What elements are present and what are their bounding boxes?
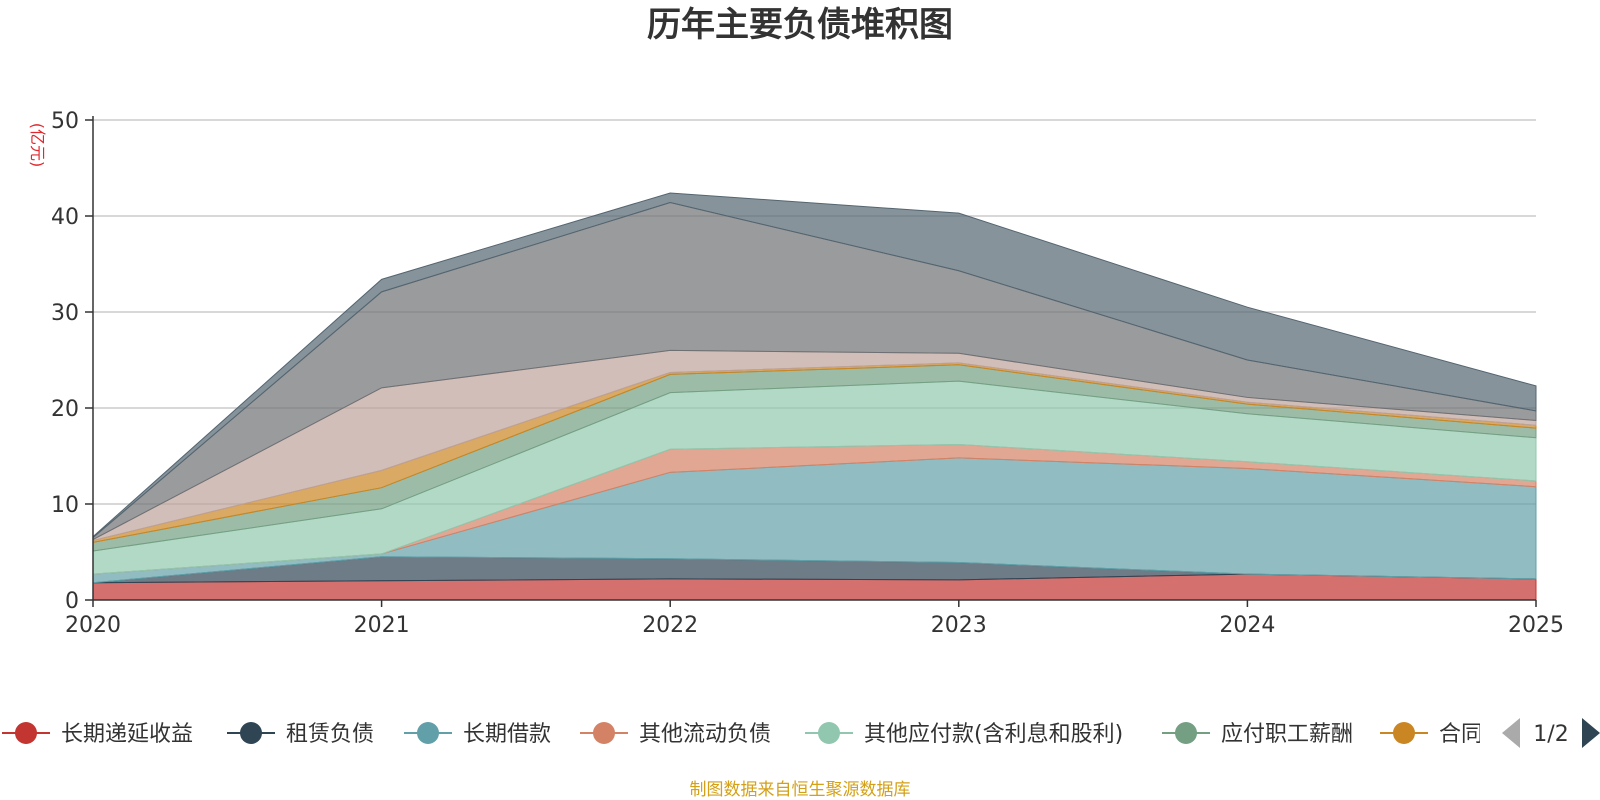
y-tick-label: 0 bbox=[65, 589, 79, 614]
legend-label: 长期递延收益 bbox=[61, 722, 193, 747]
y-tick-label: 10 bbox=[51, 493, 79, 518]
data-source-note: 制图数据来自恒生聚源数据库 bbox=[690, 780, 911, 800]
legend-item[interactable]: 租赁负债 bbox=[227, 722, 374, 747]
legend[interactable]: 长期递延收益 租赁负债 长期借款 其他流动负债 其他应付款(含利息和股利) 应付职工薪酬 合… bbox=[2, 722, 1527, 747]
y-axis-unit-label: (亿元) bbox=[28, 123, 47, 168]
x-tick-label: 2021 bbox=[354, 613, 410, 638]
legend-page-indicator: 1/2 bbox=[1533, 722, 1568, 747]
y-tick-label: 30 bbox=[51, 301, 79, 326]
x-tick-label: 2020 bbox=[65, 613, 121, 638]
legend-marker-icon bbox=[417, 722, 439, 744]
legend-pager[interactable]: 1/2 bbox=[1502, 718, 1600, 748]
x-tick-label: 2025 bbox=[1508, 613, 1564, 638]
x-tick-label: 2023 bbox=[931, 613, 987, 638]
legend-prev-page-icon[interactable] bbox=[1502, 718, 1520, 748]
y-tick-label: 40 bbox=[51, 205, 79, 230]
legend-marker-icon bbox=[240, 722, 262, 744]
legend-marker-icon bbox=[15, 722, 37, 744]
legend-item[interactable]: 其他流动负债 bbox=[580, 722, 771, 747]
legend-label: 其他应付款(含利息和股利) bbox=[864, 722, 1123, 747]
y-tick-label: 20 bbox=[51, 397, 79, 422]
legend-items[interactable]: 长期递延收益 租赁负债 长期借款 其他流动负债 其他应付款(含利息和股利) 应付职工薪酬 合… bbox=[2, 722, 1527, 747]
legend-label: 其他流动负债 bbox=[639, 722, 771, 747]
legend-next-page-icon[interactable] bbox=[1582, 718, 1600, 748]
legend-item[interactable]: 应付职工薪酬 bbox=[1162, 722, 1353, 747]
legend-marker-icon bbox=[1175, 722, 1197, 744]
legend-item[interactable]: 其他应付款(含利息和股利) bbox=[805, 722, 1123, 747]
chart-title: 历年主要负债堆积图 bbox=[647, 5, 953, 45]
legend-item[interactable]: 合同负债 bbox=[1380, 722, 1527, 747]
stacked-areas bbox=[92, 192, 1537, 601]
area-series[interactable] bbox=[92, 192, 1537, 539]
x-tick-label: 2022 bbox=[642, 613, 698, 638]
legend-label: 应付职工薪酬 bbox=[1221, 722, 1353, 747]
legend-marker-icon bbox=[818, 722, 840, 744]
legend-label: 长期借款 bbox=[463, 722, 551, 747]
axes: 0 10 20 30 40 50 2020 2021 2022 2023 2024 2025 bbox=[51, 109, 1564, 638]
x-tick-label: 2024 bbox=[1219, 613, 1275, 638]
legend-item[interactable]: 长期递延收益 bbox=[2, 722, 193, 747]
legend-marker-icon bbox=[593, 722, 615, 744]
legend-marker-icon bbox=[1393, 722, 1415, 744]
legend-item[interactable]: 长期借款 bbox=[404, 722, 551, 747]
legend-label: 合同负债 bbox=[1439, 722, 1527, 747]
y-tick-label: 50 bbox=[51, 109, 79, 134]
legend-label: 租赁负债 bbox=[286, 722, 374, 747]
